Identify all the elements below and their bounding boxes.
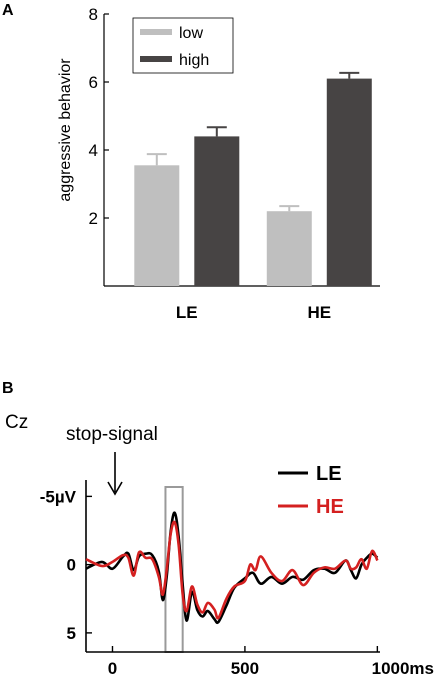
legend-label-high: high	[179, 52, 209, 69]
panel-a-legend-box	[132, 17, 234, 74]
bar-high-le	[194, 136, 240, 286]
x-tick-label: 1000ms	[372, 659, 434, 678]
waveform-le	[85, 511, 379, 625]
y-tick-label: 6	[89, 73, 98, 92]
waveform-he	[85, 520, 379, 620]
y-tick-label: -5µV	[40, 487, 77, 506]
y-tick-label: 8	[89, 5, 98, 24]
panel-a: A 2 4 6 8 LE HE aggressive behavior low high	[2, 2, 380, 322]
panel-b-label: B	[2, 380, 14, 397]
category-label: LE	[176, 303, 198, 322]
legend-label-low: low	[179, 25, 203, 42]
panel-a-bars	[134, 71, 372, 286]
y-tick-label: 2	[89, 209, 98, 228]
stop-signal-label: stop-signal	[66, 424, 158, 445]
bar-low-le	[134, 165, 180, 286]
y-tick-label: 5	[67, 624, 76, 643]
bar-low-he	[266, 211, 312, 286]
stop-signal-arrow	[107, 452, 123, 496]
panel-a-label: A	[2, 2, 14, 19]
x-tick-label: 0	[108, 659, 117, 678]
bar-high-he	[326, 78, 372, 286]
x-tick-label: 500	[231, 659, 259, 678]
panel-b: B Cz stop-signal -5µV 0 5 0 500 1000ms LE HE	[2, 380, 434, 678]
panel-b-x-ticks: 0 500 1000ms	[108, 646, 434, 678]
legend-label-he: HE	[316, 496, 344, 518]
panel-a-categories: LE HE	[176, 303, 331, 322]
panel-a-legend: low high	[132, 17, 234, 74]
electrode-label: Cz	[5, 412, 28, 433]
category-label: HE	[307, 303, 331, 322]
panel-b-legend: LE HE	[278, 463, 344, 518]
panel-a-y-axis-label: aggressive behavior	[57, 58, 74, 202]
y-tick-label: 0	[67, 556, 76, 575]
panel-b-y-ticks: -5µV 0 5	[40, 487, 92, 643]
panel-b-waveforms	[85, 511, 379, 625]
legend-label-le: LE	[316, 463, 342, 485]
y-tick-label: 4	[89, 141, 98, 160]
panel-a-y-ticks: 2 4 6 8	[89, 5, 109, 228]
